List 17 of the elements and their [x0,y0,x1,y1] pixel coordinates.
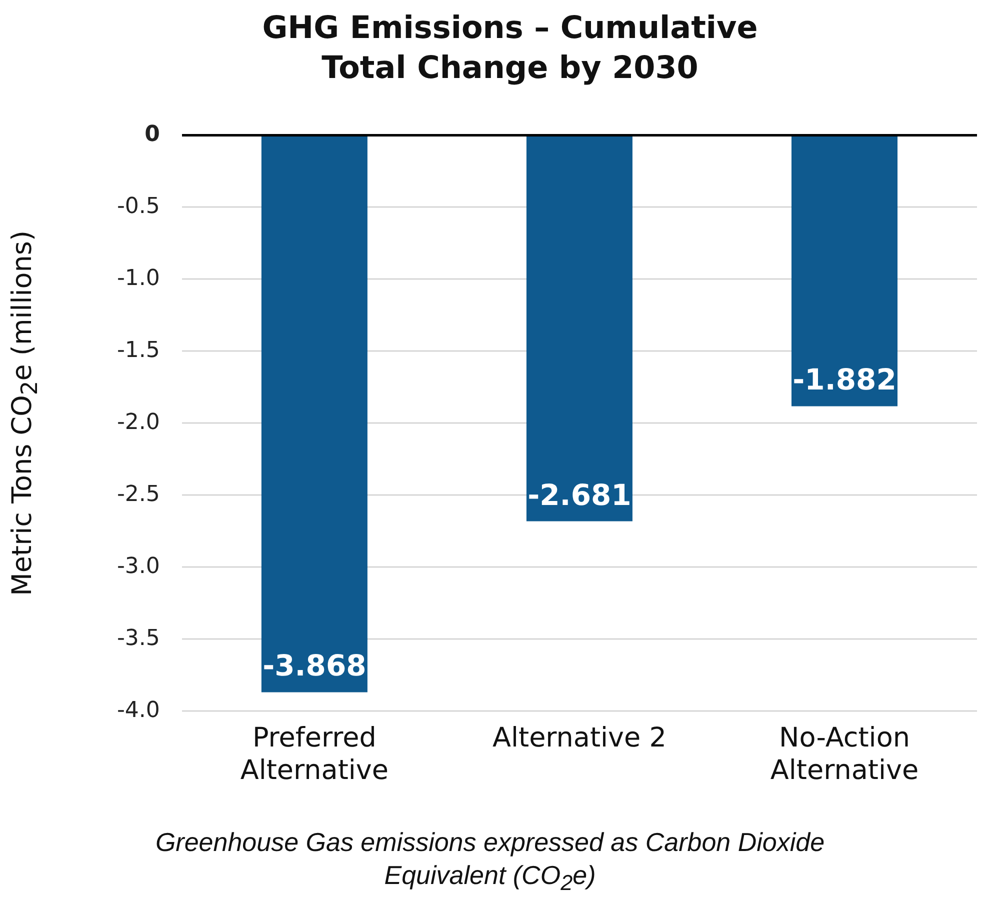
chart-title: GHG Emissions – Cumulative Total Change by 2030 [261,9,759,88]
y-tick-label: -2.0 [116,410,160,435]
y-tick-label: 0 [144,122,160,147]
data-label: -3.868 [262,648,366,683]
data-label: -1.882 [792,362,896,397]
y-tick-label: -1.0 [116,266,160,291]
text: Greenhouse Gas emissions expressed as Carbon Dioxide Equivalent (CO$_{2}$e) [154,826,826,898]
data-label: -2.681 [528,478,632,512]
x-tick-label: Alternative 2 [492,722,666,754]
x-tick-label: No-Action Alternative [770,722,919,786]
y-tick-label: -4.0 [116,698,160,723]
x-tick-label: Preferred Alternative [240,722,389,786]
y-tick-label: -3.0 [116,554,160,579]
y-tick-label: -0.5 [116,194,160,219]
y-tick-label: -2.5 [116,482,160,507]
y-tick-label: -1.5 [116,338,160,363]
y-tick-label: -3.5 [116,626,160,651]
